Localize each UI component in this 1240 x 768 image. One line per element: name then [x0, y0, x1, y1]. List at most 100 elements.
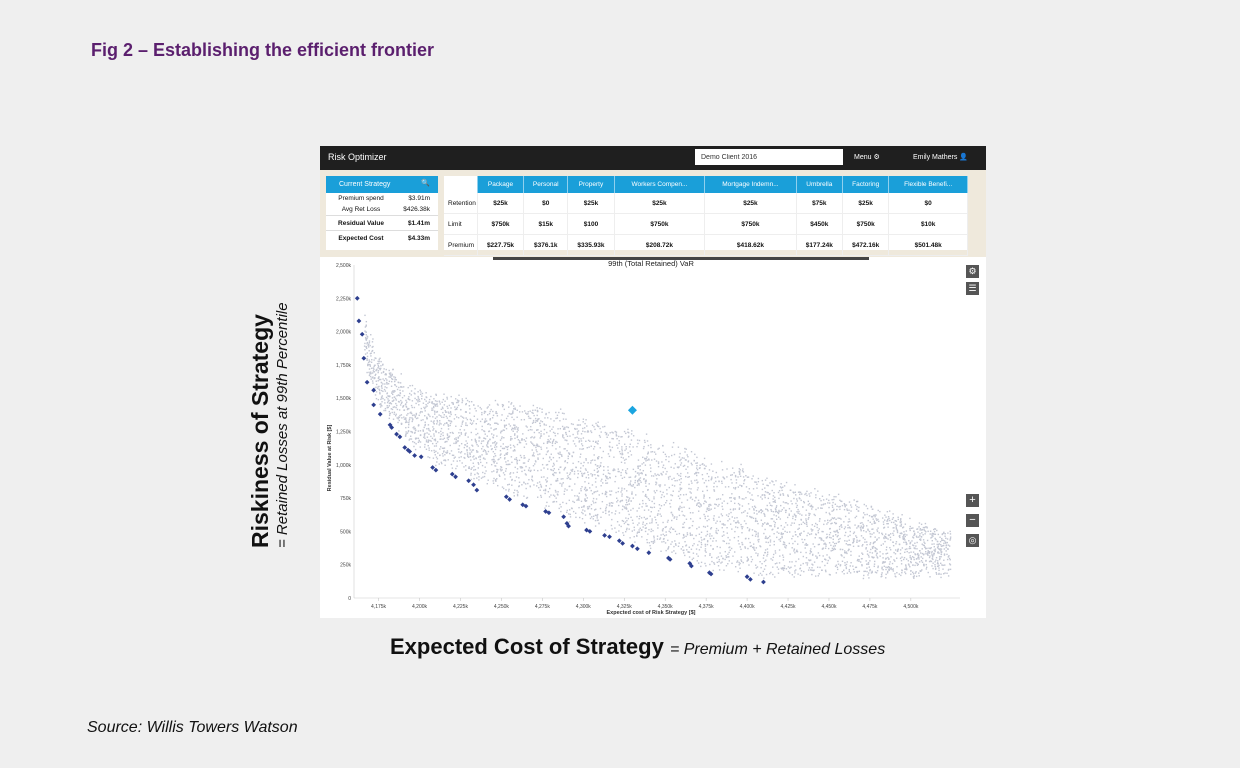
- frontier-point[interactable]: [761, 579, 766, 585]
- table-cell[interactable]: $418.62k: [704, 234, 797, 256]
- table-cell[interactable]: $472.16k: [842, 234, 890, 256]
- frontier-point[interactable]: [364, 379, 370, 385]
- table-cell[interactable]: $335.93k: [567, 234, 615, 256]
- frontier-point[interactable]: [371, 387, 377, 393]
- col-workers-comp[interactable]: Workers Compen...: [614, 176, 706, 193]
- current-strategy-point[interactable]: [627, 405, 637, 415]
- frontier-point[interactable]: [361, 355, 367, 361]
- strategy-point: [371, 341, 374, 343]
- zoom-in-button[interactable]: +: [966, 494, 979, 507]
- reset-zoom-icon[interactable]: ◎: [966, 534, 979, 547]
- x-tick-label: 4,225k: [453, 604, 469, 610]
- frontier-point[interactable]: [507, 497, 512, 502]
- var-scatter-chart[interactable]: 99th (Total Retained) VaR 0250k500k750k1…: [320, 257, 986, 618]
- col-flexible-benefits[interactable]: Flexible Benefi...: [888, 176, 968, 193]
- frontier-point[interactable]: [394, 431, 399, 437]
- frontier-point[interactable]: [377, 411, 383, 417]
- strategy-point: [566, 449, 568, 452]
- table-cell[interactable]: $75k: [796, 193, 843, 214]
- frontier-point[interactable]: [371, 402, 377, 408]
- table-cell[interactable]: $750k: [842, 213, 890, 235]
- frontier-point[interactable]: [747, 576, 753, 582]
- frontier-point[interactable]: [354, 295, 360, 301]
- table-cell[interactable]: $10k: [888, 213, 968, 235]
- frontier-point[interactable]: [607, 534, 612, 540]
- table-cell[interactable]: $15k: [523, 213, 569, 235]
- table-cell[interactable]: $750k: [614, 213, 706, 235]
- frontier-point[interactable]: [688, 563, 694, 569]
- plot-scrollbar[interactable]: [493, 257, 869, 260]
- frontier-point[interactable]: [667, 556, 673, 562]
- table-cell[interactable]: $501.48k: [888, 234, 968, 256]
- frontier-point[interactable]: [466, 478, 472, 484]
- frontier-point[interactable]: [453, 474, 458, 480]
- col-mortgage-indemnity[interactable]: Mortgage Indemn...: [704, 176, 797, 193]
- col-factoring[interactable]: Factoring: [842, 176, 890, 193]
- frontier-point[interactable]: [634, 546, 640, 552]
- frontier-point[interactable]: [412, 453, 417, 458]
- frontier-point[interactable]: [616, 538, 622, 544]
- frontier-point[interactable]: [474, 487, 480, 493]
- table-cell[interactable]: $208.72k: [614, 234, 706, 256]
- table-cell[interactable]: $25k: [704, 193, 797, 214]
- frontier-point[interactable]: [543, 509, 549, 514]
- table-cell[interactable]: $25k: [614, 193, 706, 214]
- table-cell[interactable]: $750k: [477, 213, 525, 235]
- strategy-point: [632, 485, 634, 487]
- strategy-point: [421, 411, 423, 413]
- user-menu[interactable]: Emily Mathers 👤: [913, 153, 968, 161]
- frontier-point[interactable]: [471, 482, 476, 488]
- frontier-point[interactable]: [744, 574, 750, 580]
- frontier-point[interactable]: [402, 445, 408, 450]
- frontier-point[interactable]: [561, 514, 567, 520]
- frontier-point[interactable]: [602, 532, 607, 538]
- table-cell[interactable]: $0: [523, 193, 569, 214]
- frontier-point[interactable]: [503, 494, 509, 500]
- strategy-point: [815, 555, 817, 557]
- client-input[interactable]: [695, 149, 843, 165]
- table-cell[interactable]: $25k: [567, 193, 615, 214]
- col-umbrella[interactable]: Umbrella: [796, 176, 843, 193]
- strategy-point: [676, 473, 679, 475]
- frontier-point[interactable]: [630, 543, 635, 549]
- col-property[interactable]: Property: [567, 176, 615, 193]
- frontier-point[interactable]: [646, 550, 652, 556]
- col-personal[interactable]: Personal: [523, 176, 569, 193]
- strategy-point: [501, 469, 503, 471]
- table-cell[interactable]: $227.75k: [477, 234, 525, 256]
- strategy-point: [666, 470, 668, 473]
- strategy-point: [588, 446, 590, 448]
- frontier-point[interactable]: [418, 454, 424, 460]
- frontier-point[interactable]: [620, 540, 626, 546]
- frontier-point[interactable]: [523, 503, 529, 509]
- table-cell[interactable]: $376.1k: [523, 234, 569, 256]
- frontier-point[interactable]: [397, 434, 403, 440]
- frontier-point[interactable]: [389, 425, 395, 430]
- settings-icon[interactable]: ⚙: [966, 265, 979, 278]
- list-icon[interactable]: ☰: [966, 282, 979, 295]
- frontier-point[interactable]: [356, 318, 362, 324]
- zoom-out-button[interactable]: −: [966, 514, 979, 527]
- table-cell[interactable]: $25k: [842, 193, 890, 214]
- table-cell[interactable]: $25k: [477, 193, 525, 214]
- table-cell[interactable]: $177.24k: [796, 234, 843, 256]
- frontier-point[interactable]: [359, 331, 365, 337]
- table-cell[interactable]: $100: [567, 213, 615, 235]
- frontier-point[interactable]: [566, 523, 571, 529]
- search-icon[interactable]: 🔍: [421, 180, 430, 187]
- table-cell[interactable]: $450k: [796, 213, 843, 235]
- strategy-point: [888, 563, 891, 565]
- col-package[interactable]: Package: [477, 176, 525, 193]
- frontier-point[interactable]: [407, 449, 413, 454]
- table-cell[interactable]: $750k: [704, 213, 797, 235]
- table-cell[interactable]: $0: [888, 193, 968, 214]
- x-tick-label: 4,350k: [658, 604, 674, 610]
- frontier-point[interactable]: [546, 510, 552, 516]
- frontier-point[interactable]: [430, 465, 436, 470]
- frontier-point[interactable]: [587, 529, 593, 534]
- frontier-point[interactable]: [433, 467, 439, 473]
- strategy-point: [778, 562, 781, 564]
- frontier-point[interactable]: [449, 471, 455, 477]
- menu-button[interactable]: Menu ⚙: [854, 153, 880, 161]
- strategy-point: [767, 510, 769, 512]
